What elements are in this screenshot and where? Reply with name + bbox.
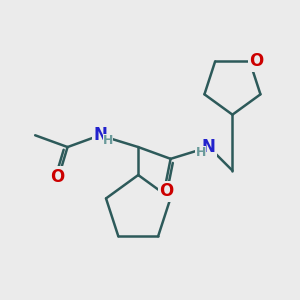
Text: H: H <box>196 146 206 159</box>
Text: O: O <box>50 167 64 185</box>
Text: N: N <box>93 126 107 144</box>
Text: O: O <box>249 52 263 70</box>
Text: O: O <box>159 182 173 200</box>
Text: N: N <box>202 138 216 156</box>
Text: H: H <box>103 134 113 147</box>
